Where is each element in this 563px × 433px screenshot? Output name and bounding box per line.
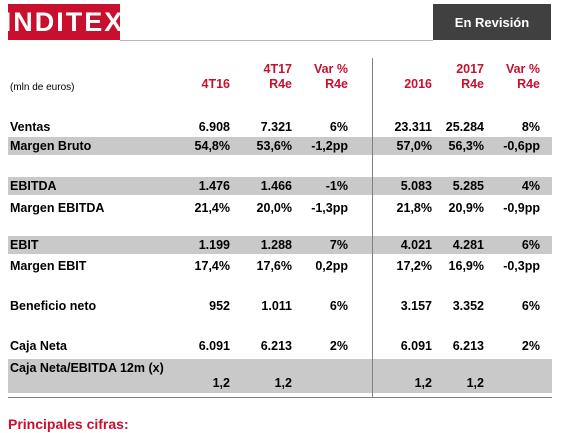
unit-label: (mln de euros): [10, 82, 75, 93]
row-value: -1,2pp: [311, 139, 348, 153]
row-value: 23.311: [394, 120, 432, 134]
row-value: 4.281: [452, 238, 484, 252]
row-value: 1,2: [466, 376, 484, 390]
row-label: EBITDA: [10, 179, 57, 193]
row-value: 25.284: [445, 120, 484, 134]
row-value: 17,2%: [396, 259, 432, 273]
row-value: 1.466: [260, 179, 292, 193]
row-value: 17,6%: [256, 259, 292, 273]
row-value: 54,8%: [194, 139, 230, 153]
row-label: Beneficio neto: [10, 299, 97, 313]
row-value: -0,9pp: [503, 201, 540, 215]
column-header: 4T16: [160, 62, 231, 92]
row-label: Caja Neta/EBITDA 12m (x): [10, 361, 164, 375]
row-value: 3.352: [452, 299, 484, 313]
row-value: 21,4%: [194, 201, 230, 215]
row-value: 2%: [521, 339, 540, 353]
table-row: Caja Neta/EBITDA 12m (x) 1,2 1,2 1,2 1,2: [8, 359, 552, 393]
row-value: -1%: [325, 179, 348, 193]
section-subtitle: Principales cifras:: [8, 416, 129, 432]
column-header: Var % R4e: [470, 62, 540, 92]
row-value: 4.021: [400, 238, 432, 252]
row-value: 8%: [521, 120, 540, 134]
row-value: -0,3pp: [503, 259, 540, 273]
row-value: 6.091: [198, 339, 230, 353]
table-row: EBITDA 1.476 1.466 -1% 5.083 5.285 4%: [8, 177, 552, 195]
row-value: 2%: [329, 339, 348, 353]
row-value: 5.285: [452, 179, 484, 193]
row-value: 0,2pp: [315, 259, 348, 273]
row-value: 56,3%: [448, 139, 484, 153]
table-row: Margen EBITDA 21,4% 20,0% -1,3pp 21,8% 20,9% -…: [8, 199, 552, 217]
row-label: Caja Neta: [10, 339, 67, 353]
table-row: Caja Neta 6.091 6.213 2% 6.091 6.213 2%: [8, 337, 552, 355]
row-value: 20,0%: [256, 201, 292, 215]
row-label: Margen Bruto: [10, 139, 92, 153]
row-value: -0,6pp: [503, 139, 540, 153]
column-header: 2016: [362, 62, 432, 92]
row-value: 17,4%: [194, 259, 230, 273]
column-divider: [372, 58, 373, 398]
column-header-line1: 4T17: [263, 62, 293, 76]
column-header-line2: R4e: [325, 77, 348, 91]
row-value: 3.157: [400, 299, 432, 313]
table-row: Margen Bruto 54,8% 53,6% -1,2pp 57,0% 56,3% -0…: [8, 137, 552, 155]
row-value: 952: [209, 299, 230, 313]
table-row: Ventas 6.908 7.321 6% 23.311 25.284 8%: [8, 118, 552, 136]
column-header-line1: 2017: [456, 62, 484, 76]
column-header-line2: R4e: [269, 77, 292, 91]
row-value: 7%: [329, 238, 348, 252]
row-label: Margen EBITDA: [10, 201, 105, 215]
column-header: 4T17 R4e: [222, 62, 293, 92]
column-header-line1: [160, 62, 230, 77]
row-value: 6.908: [198, 120, 230, 134]
row-value: 6%: [521, 299, 540, 313]
column-header-line1: Var %: [313, 62, 348, 76]
inditex-logo: INDITEX: [4, 4, 122, 40]
row-value: 1,2: [414, 376, 432, 390]
column-header-line2: R4e: [461, 77, 484, 91]
column-header: 2017 R4e: [414, 62, 484, 92]
row-value: 6%: [329, 120, 348, 134]
row-label: EBIT: [10, 238, 39, 252]
row-value: 6.213: [260, 339, 292, 353]
row-value: 1.476: [198, 179, 230, 193]
row-value: 53,6%: [256, 139, 292, 153]
row-value: 6.213: [452, 339, 484, 353]
row-value: 57,0%: [396, 139, 432, 153]
row-value: 6%: [329, 299, 348, 313]
status-badge: En Revisión: [433, 4, 551, 40]
table-row: Margen EBIT 17,4% 17,6% 0,2pp 17,2% 16,9% -0,3…: [8, 257, 552, 275]
row-value: 6%: [521, 238, 540, 252]
row-value: 20,9%: [448, 201, 484, 215]
table-row: Beneficio neto 952 1.011 6% 3.157 3.352 6%: [8, 297, 552, 315]
column-header: Var % R4e: [278, 62, 348, 92]
row-value: 1.199: [198, 238, 230, 252]
header-divider: [120, 40, 433, 41]
column-header-line1: Var %: [505, 62, 540, 76]
row-label: Margen EBIT: [10, 259, 87, 273]
row-value: 1.288: [260, 238, 292, 252]
column-header-line2: 4T16: [201, 77, 231, 91]
row-value: 6.091: [400, 339, 432, 353]
table-row: EBIT 1.199 1.288 7% 4.021 4.281 6%: [8, 236, 552, 254]
column-header-line2: R4e: [517, 77, 540, 91]
row-value: 21,8%: [396, 201, 432, 215]
row-value: 4%: [521, 179, 540, 193]
row-value: 1,2: [212, 376, 230, 390]
row-value: 16,9%: [448, 259, 484, 273]
row-value: 7.321: [260, 120, 292, 134]
table-bottom-border: [8, 397, 552, 398]
row-value: 1.011: [261, 299, 292, 313]
row-label: Ventas: [10, 120, 51, 134]
column-header-line2: 2016: [404, 77, 432, 91]
row-value: 5.083: [400, 179, 432, 193]
row-value: -1,3pp: [311, 201, 348, 215]
row-value: 1,2: [274, 376, 292, 390]
